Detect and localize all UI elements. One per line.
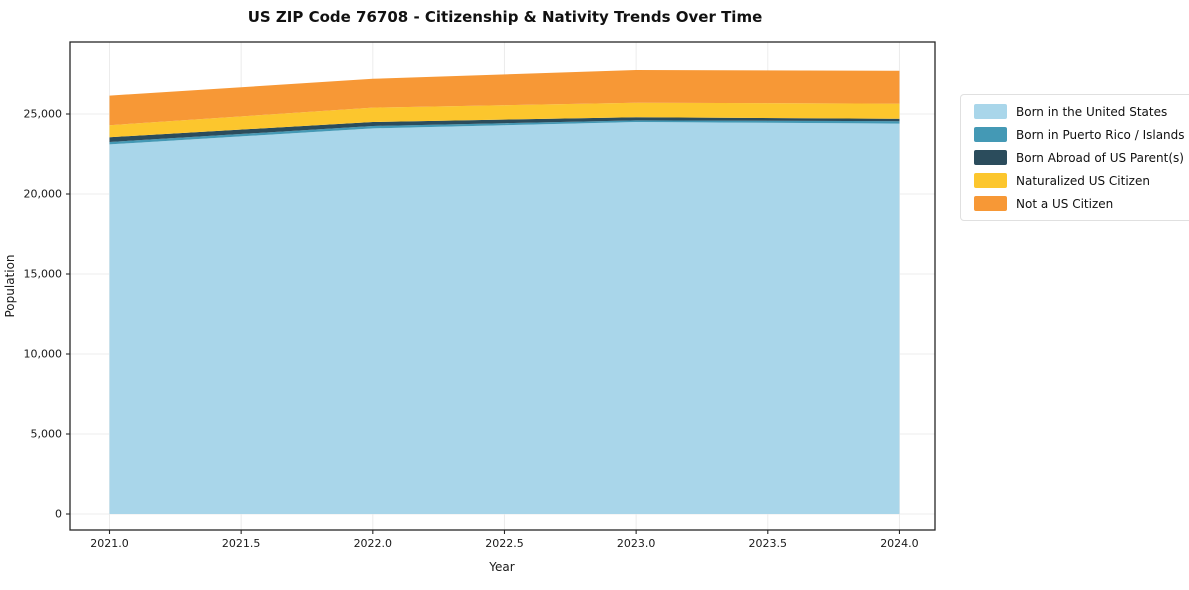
area-series-3 xyxy=(109,102,900,138)
legend-label: Born in Puerto Rico / Islands xyxy=(1016,127,1185,142)
legend-label: Born Abroad of US Parent(s) xyxy=(1016,150,1184,165)
ticks: 2021.0 2021.5 2022.0 2022.5 2023.0 2023.5 2024… xyxy=(24,108,919,551)
legend-label: Born in the United States xyxy=(1016,104,1168,119)
y-tick-label: 5,000 xyxy=(31,428,63,441)
legend: Born in the United States Born in Puerto… xyxy=(960,94,1189,221)
legend-item: Born Abroad of US Parent(s) xyxy=(974,150,1185,165)
y-tick-label: 0 xyxy=(55,508,62,521)
axes xyxy=(69,41,936,531)
legend-item: Born in Puerto Rico / Islands xyxy=(974,127,1185,142)
x-tick-label: 2023.0 xyxy=(617,537,656,550)
axes-box xyxy=(69,41,936,531)
area-series-1 xyxy=(109,120,900,145)
legend-label: Naturalized US Citizen xyxy=(1016,173,1150,188)
x-tick-label: 2021.0 xyxy=(90,537,129,550)
x-tick-label: 2022.0 xyxy=(354,537,393,550)
y-tick-label: 25,000 xyxy=(24,108,63,121)
chart-title: US ZIP Code 76708 - Citizenship & Nativi… xyxy=(247,8,763,26)
x-tick-label: 2021.5 xyxy=(222,537,261,550)
y-axis-label: Population xyxy=(3,254,17,317)
x-tick-label: 2023.5 xyxy=(749,537,788,550)
legend-item: Not a US Citizen xyxy=(974,196,1185,211)
legend-swatch xyxy=(974,173,1007,188)
legend-swatch xyxy=(974,104,1007,119)
area-series-0 xyxy=(109,122,900,514)
area-series-4 xyxy=(109,70,900,126)
x-axis-label: Year xyxy=(488,560,514,574)
area-series-2 xyxy=(109,117,900,142)
legend-item: Naturalized US Citizen xyxy=(974,173,1185,188)
legend-label: Not a US Citizen xyxy=(1016,196,1114,211)
areas xyxy=(109,70,900,514)
x-tick-label: 2022.5 xyxy=(485,537,524,550)
y-tick-label: 10,000 xyxy=(24,348,63,361)
legend-swatch xyxy=(974,127,1007,142)
y-tick-label: 15,000 xyxy=(24,268,63,281)
legend-item: Born in the United States xyxy=(974,104,1185,119)
legend-swatch xyxy=(974,196,1007,211)
x-tick-label: 2024.0 xyxy=(880,537,919,550)
legend-swatch xyxy=(974,150,1007,165)
y-tick-label: 20,000 xyxy=(24,188,63,201)
